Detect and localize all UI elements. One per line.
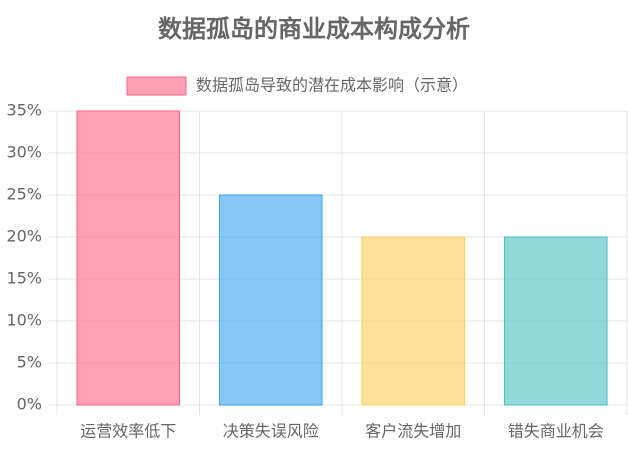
chart-title: 数据孤岛的商业成本构成分析 (158, 15, 470, 43)
y-tick-label: 25% (6, 185, 42, 204)
bar (218, 194, 323, 406)
legend-label: 数据孤岛导致的潜在成本影响（示意） (196, 76, 468, 95)
x-tick-label: 决策失误风险 (223, 422, 319, 441)
legend-swatch (126, 76, 187, 96)
y-tick-label: 0% (17, 395, 42, 414)
y-tick-label: 35% (6, 101, 42, 120)
bar (361, 236, 466, 406)
x-tick-label: 运营效率低下 (80, 422, 176, 441)
y-tick-label: 5% (17, 353, 42, 372)
y-tick-label: 20% (6, 227, 42, 246)
y-tick-label: 10% (6, 311, 42, 330)
x-tick-label: 错失商业机会 (508, 422, 604, 441)
y-tick-label: 30% (6, 143, 42, 162)
x-tick-label: 客户流失增加 (365, 422, 461, 441)
bar (76, 110, 181, 406)
y-tick-label: 15% (6, 269, 42, 288)
bar (503, 236, 608, 406)
